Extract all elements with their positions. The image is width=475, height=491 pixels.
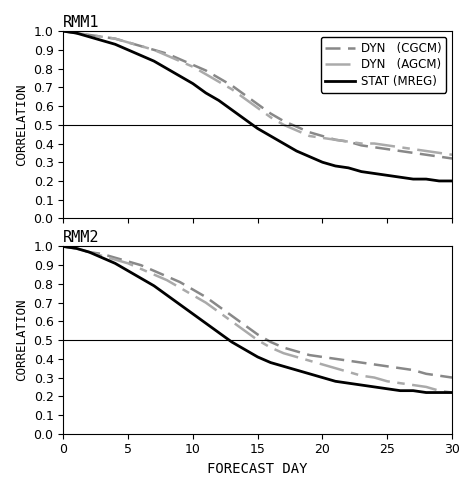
Y-axis label: CORRELATION: CORRELATION bbox=[15, 299, 28, 382]
Text: RMM1: RMM1 bbox=[63, 15, 100, 30]
X-axis label: FORECAST DAY: FORECAST DAY bbox=[208, 462, 308, 476]
Legend: DYN   (CGCM), DYN   (AGCM), STAT (MREG): DYN (CGCM), DYN (AGCM), STAT (MREG) bbox=[321, 37, 446, 93]
Y-axis label: CORRELATION: CORRELATION bbox=[15, 83, 28, 166]
Text: RMM2: RMM2 bbox=[63, 230, 100, 246]
